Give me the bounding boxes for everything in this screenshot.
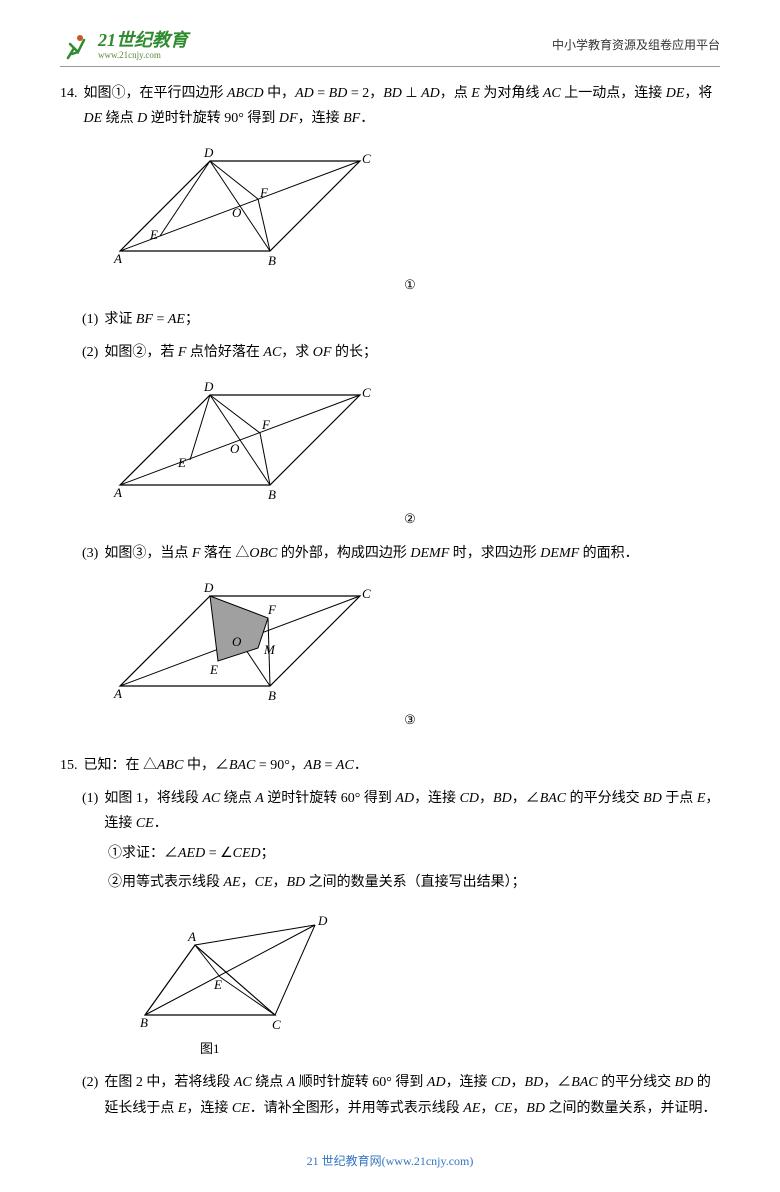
svg-text:E: E [209,662,218,677]
problem-stem: 已知：在 △ABC 中，∠BAC = 90°，AB = AC． [84,753,721,778]
svg-text:O: O [230,441,240,456]
sub-text: 如图③，当点 F 落在 △OBC 的外部，构成四边形 DEMF 时，求四边形 D… [104,541,720,566]
problem-14: 14. 如图①，在平行四边形 ABCD 中，AD = BD = 2，BD ⊥ A… [60,81,720,731]
figure-label: 图1 [200,1037,720,1060]
sub-number: (2) [82,1070,98,1120]
sub-text: 求证 BF = AE； [104,307,720,332]
problem-stem: 如图①，在平行四边形 ABCD 中，AD = BD = 2，BD ⊥ AD，点 … [84,81,721,131]
svg-text:A: A [113,686,122,701]
svg-text:A: A [113,485,122,500]
figure-label: ① [100,273,720,296]
problem-number: 15. [60,753,78,778]
figure-14-3: A B C D E F O M ③ [100,576,720,731]
svg-text:C: C [272,1017,281,1032]
logo-url: www.21cnjy.com [98,51,188,61]
svg-text:D: D [203,580,214,595]
header-right-text: 中小学教育资源及组卷应用平台 [552,35,720,57]
problem-15: 15. 已知：在 △ABC 中，∠BAC = 90°，AB = AC． (1) … [60,753,720,1121]
svg-text:M: M [263,642,276,657]
svg-text:C: C [362,385,371,400]
svg-text:F: F [267,602,277,617]
svg-text:E: E [149,227,158,242]
svg-text:E: E [213,977,222,992]
svg-text:O: O [232,634,242,649]
sub-number: (1) [82,786,98,836]
svg-text:A: A [113,251,122,266]
figure-14-1: A B C D E F O ① [100,141,720,296]
svg-text:O: O [232,205,242,220]
problem-number: 14. [60,81,78,131]
subsub-1a: ①求证：∠AED = ∠CED； [108,841,720,866]
sub-number: (1) [82,307,98,332]
svg-text:B: B [268,253,276,268]
sub-text: 在图 2 中，若将线段 AC 绕点 A 顺时针旋转 60° 得到 AD，连接 C… [104,1070,720,1120]
svg-text:B: B [268,487,276,502]
logo-title: 21世纪教育 [98,31,188,51]
figure-14-2: A B C D E F O ② [100,375,720,530]
page-header: 21世纪教育 www.21cnjy.com 中小学教育资源及组卷应用平台 [60,30,720,67]
svg-text:D: D [203,379,214,394]
svg-text:C: C [362,151,371,166]
subsub-1b: ②用等式表示线段 AE，CE，BD 之间的数量关系（直接写出结果）； [108,870,720,895]
svg-text:B: B [268,688,276,703]
page-footer: 21 世纪教育网(www.21cnjy.com) [60,1151,720,1173]
svg-text:F: F [261,417,271,432]
sub-text: 如图②，若 F 点恰好落在 AC，求 OF 的长； [104,340,720,365]
svg-text:D: D [203,145,214,160]
svg-text:E: E [177,455,186,470]
sub-text: 如图 1，将线段 AC 绕点 A 逆时针旋转 60° 得到 AD，连接 CD，B… [104,786,720,836]
svg-text:B: B [140,1015,148,1030]
svg-text:D: D [317,913,328,928]
figure-label: ② [100,507,720,530]
logo-runner-icon [60,30,92,62]
svg-text:C: C [362,586,371,601]
sub-number: (2) [82,340,98,365]
figure-15-1: B C A D E 图1 [130,905,720,1060]
figure-label: ③ [100,708,720,731]
svg-text:A: A [187,929,196,944]
svg-text:F: F [259,185,269,200]
logo: 21世纪教育 www.21cnjy.com [60,30,188,62]
sub-number: (3) [82,541,98,566]
